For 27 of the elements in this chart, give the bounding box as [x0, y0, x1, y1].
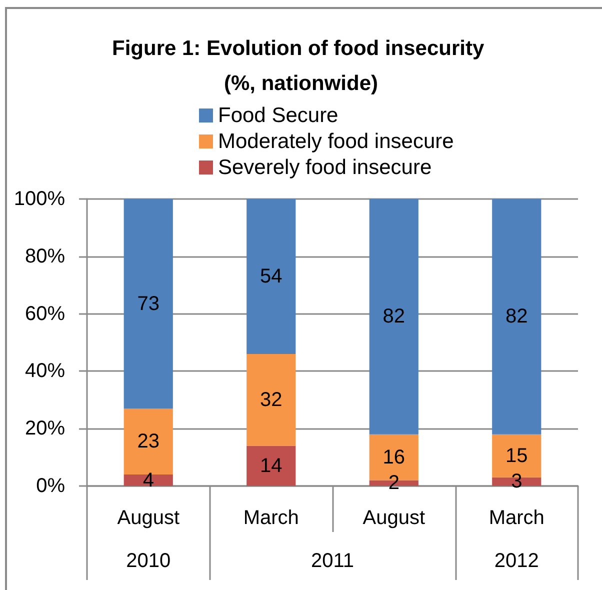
- data-label: 14: [260, 454, 282, 477]
- x-tick-label: March: [488, 507, 544, 529]
- legend-label: Severely food insecure: [218, 156, 432, 179]
- y-tick-label: 20%: [24, 418, 66, 440]
- y-tick-label: 0%: [36, 475, 66, 497]
- data-label: 82: [506, 306, 528, 328]
- data-label: 16: [382, 446, 405, 468]
- data-label: 82: [382, 306, 405, 328]
- data-label: 54: [260, 265, 282, 288]
- data-label: 23: [137, 430, 160, 453]
- text: 2011: [310, 550, 354, 572]
- y-tick-label: 40%: [24, 360, 66, 382]
- data-label: 4: [142, 469, 154, 492]
- data-label: 73: [137, 292, 160, 315]
- chart-title: Figure 1: Evolution of food insecurity (%, nationwide): [112, 37, 490, 95]
- data-label: 15: [506, 444, 528, 467]
- y-tick-label: 100%: [14, 188, 66, 210]
- text: 2010: [126, 550, 171, 572]
- x-tick-label: August: [362, 507, 426, 529]
- x-tick-label: March: [243, 507, 299, 529]
- data-label: 32: [260, 388, 282, 411]
- y-tick-label: 60%: [24, 302, 66, 325]
- y-tick-label: 80%: [24, 245, 66, 268]
- x-tick-label: August: [117, 507, 180, 529]
- legend-label: Food Secure: [218, 104, 338, 127]
- legend-label: Moderately food insecure: [218, 130, 454, 153]
- text: 2012: [494, 550, 539, 572]
